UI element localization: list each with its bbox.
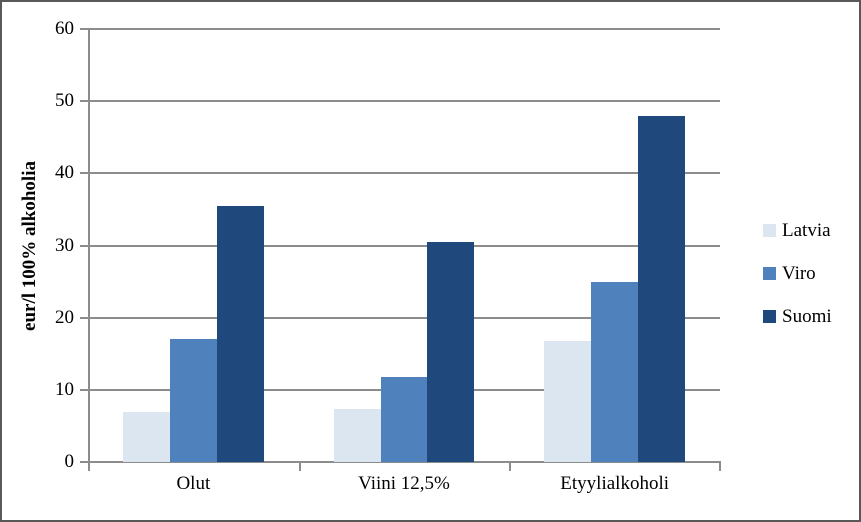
bar-suomi-1 bbox=[216, 205, 264, 462]
x-axis-line bbox=[88, 461, 721, 463]
bar-latvia-3 bbox=[544, 340, 592, 462]
x-axis-tick bbox=[719, 463, 721, 471]
y-tick-label: 60 bbox=[55, 18, 74, 39]
y-tick-label: 50 bbox=[55, 90, 74, 112]
legend: Latvia Viro Suomi bbox=[763, 209, 832, 338]
bar-latvia-2 bbox=[333, 408, 381, 462]
bar-suomi-3 bbox=[638, 116, 685, 462]
plot-area bbox=[88, 28, 720, 462]
y-tick-label: 0 bbox=[64, 451, 75, 472]
bar-latvia-1 bbox=[123, 412, 170, 462]
y-axis-tick bbox=[80, 28, 88, 30]
x-axis-tick bbox=[88, 463, 90, 471]
legend-swatch-icon bbox=[763, 224, 776, 237]
y-tick-label: 10 bbox=[55, 378, 74, 400]
legend-swatch-icon bbox=[763, 267, 776, 280]
y-axis-tick bbox=[80, 316, 88, 319]
y-tick-label: 20 bbox=[55, 306, 74, 328]
y-tick-label: 40 bbox=[55, 162, 74, 184]
gridline bbox=[88, 172, 720, 175]
bar-viro-2 bbox=[380, 376, 428, 462]
legend-item-suomi: Suomi bbox=[763, 295, 832, 338]
y-axis-tick bbox=[80, 244, 88, 247]
gridline bbox=[88, 100, 720, 103]
legend-item-viro: Viro bbox=[763, 252, 832, 295]
y-axis-tick bbox=[80, 388, 88, 391]
bar-suomi-2 bbox=[427, 241, 475, 462]
legend-label: Latvia bbox=[782, 219, 831, 241]
gridline bbox=[88, 316, 720, 319]
legend-item-latvia: Latvia bbox=[763, 209, 832, 252]
x-axis-tick bbox=[509, 463, 512, 471]
x-axis-tick bbox=[298, 463, 301, 471]
y-axis-tick bbox=[80, 100, 88, 103]
y-axis-tick bbox=[80, 172, 88, 175]
gridline bbox=[88, 28, 720, 30]
category-label: Etyylialkoholi bbox=[560, 473, 670, 494]
category-label: Viini 12,5% bbox=[358, 473, 450, 494]
y-axis-tick bbox=[80, 461, 88, 463]
y-tick-label: 30 bbox=[55, 234, 74, 256]
category-label: Olut bbox=[176, 473, 211, 494]
legend-label: Viro bbox=[782, 262, 816, 284]
bar-viro-3 bbox=[591, 281, 639, 462]
legend-label: Suomi bbox=[782, 305, 832, 327]
gridline bbox=[88, 244, 720, 247]
bar-viro-1 bbox=[169, 339, 217, 462]
legend-swatch-icon bbox=[763, 310, 776, 323]
